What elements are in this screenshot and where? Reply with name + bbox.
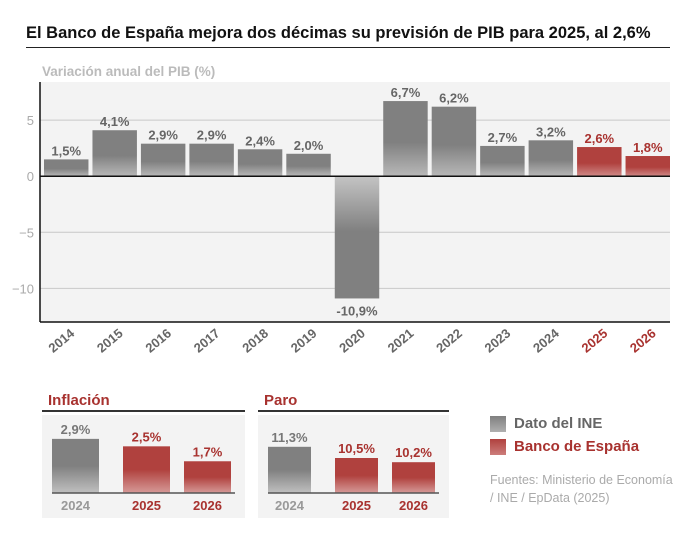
unemployment-divider [258, 410, 449, 412]
title-divider [26, 47, 670, 48]
data-label: 3,2% [536, 124, 566, 139]
gdp-chart: Variación anual del PIB (%) 5 0 −5 −10 1,5% 2… [12, 64, 670, 356]
chart-title: El Banco de España mejora dos décimas su… [26, 24, 651, 42]
x-tick-label: 2023 [482, 326, 514, 356]
data-label: 2,4% [245, 133, 275, 148]
y-tick-label: −10 [12, 281, 34, 296]
inflation-panel [42, 415, 245, 518]
data-label: 2,6% [584, 131, 614, 146]
bar [92, 130, 137, 177]
inflation-divider [42, 410, 245, 412]
data-label: 10,5% [338, 441, 375, 456]
data-label: 2,9% [148, 128, 178, 143]
bar [123, 446, 170, 493]
legend-item-bde: Banco de España [490, 438, 639, 455]
data-label: 6,7% [391, 85, 421, 100]
bar [189, 143, 234, 177]
bar [383, 101, 428, 177]
data-label: 2,9% [197, 128, 227, 143]
y-tick-label: 0 [27, 169, 34, 184]
bar [528, 140, 574, 177]
source-line: Fuentes: Ministerio de Economía [490, 473, 673, 487]
data-label: 4,1% [100, 114, 130, 129]
x-tick-label: 2026 [193, 498, 222, 513]
x-tick-label: 2014 [45, 325, 77, 356]
bar [480, 145, 525, 177]
inflation-title: Inflación [48, 392, 110, 409]
bar [392, 462, 435, 493]
unemployment-panel [258, 415, 449, 518]
bar [335, 458, 378, 493]
x-tick-label: 2020 [336, 326, 368, 356]
data-label: 2,5% [132, 429, 162, 444]
x-tick-label: 2018 [239, 326, 271, 356]
data-label: 1,7% [193, 444, 223, 459]
x-tick-label: 2024 [61, 498, 91, 513]
x-tick-label: 2025 [132, 498, 161, 513]
x-tick-label: 2026 [399, 498, 428, 513]
x-tick-label: 2017 [191, 326, 223, 356]
data-label: 10,2% [395, 445, 432, 460]
bar [286, 153, 331, 177]
x-tick-label: 2024 [530, 325, 562, 356]
x-tick-label: 2019 [288, 326, 320, 356]
bar [184, 461, 231, 493]
source-note: Fuentes: Ministerio de Economía / INE / … [490, 471, 680, 507]
data-label: 1,8% [633, 140, 663, 155]
y-tick-label: −5 [19, 225, 34, 240]
y-tick-label: 5 [27, 113, 34, 128]
bar [140, 143, 186, 177]
bar [52, 438, 99, 493]
bar [431, 106, 477, 177]
bar [625, 156, 670, 177]
x-tick-label: 2025 [342, 498, 371, 513]
legend-swatch-ine [490, 415, 506, 432]
legend-label: Banco de España [514, 438, 640, 455]
data-label: -10,9% [336, 303, 378, 318]
data-label: 2,9% [61, 422, 91, 437]
bar [237, 149, 283, 177]
unemployment-title: Paro [264, 392, 298, 409]
data-label: 2,7% [488, 130, 518, 145]
y-axis-title: Variación anual del PIB (%) [42, 64, 215, 79]
bar [577, 147, 622, 177]
legend-item-ine: Dato del INE [490, 415, 602, 432]
bar [44, 159, 89, 177]
legend-label: Dato del INE [514, 415, 603, 432]
x-tick-label: 2022 [433, 326, 465, 356]
bar [334, 176, 380, 299]
data-label: 6,2% [439, 91, 469, 106]
x-tick-label: 2026 [627, 326, 659, 356]
bar [268, 446, 311, 493]
x-tick-label: 2025 [579, 326, 611, 356]
x-tick-label: 2021 [385, 326, 417, 356]
data-label: 2,0% [294, 138, 324, 153]
x-tick-label: 2016 [142, 326, 174, 356]
x-tick-label: 2015 [94, 326, 126, 356]
legend-swatch-bde [490, 438, 506, 455]
data-label: 11,3% [271, 430, 308, 445]
source-line: / INE / EpData (2025) [490, 491, 610, 505]
data-label: 1,5% [51, 143, 81, 158]
x-tick-label: 2024 [275, 498, 305, 513]
